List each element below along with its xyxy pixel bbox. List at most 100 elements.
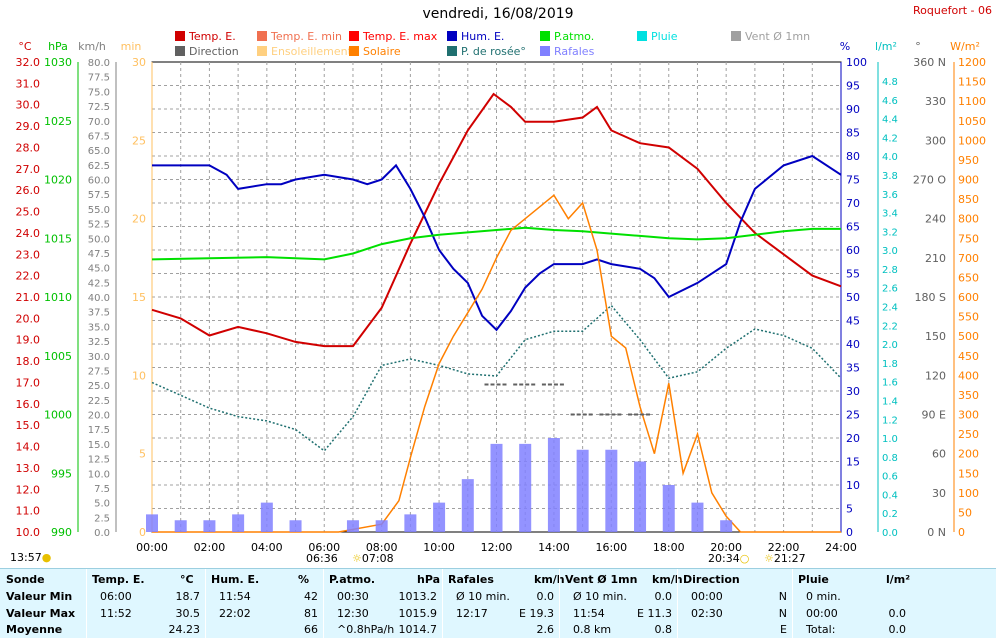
sunset-mark: 20:34○ (708, 552, 750, 565)
temp-tick-label: 29.0 (16, 120, 41, 133)
table-cell-time: Total: (806, 623, 836, 636)
legend-item: Direction (175, 45, 239, 58)
solar-tick-label: 400 (958, 369, 979, 382)
time-tick-label: 12:00 (481, 541, 513, 554)
time-tick-label: 24:00 (825, 541, 857, 554)
hum-tick-label: 100 (846, 56, 867, 69)
gust-bar (490, 443, 503, 532)
legend-swatch (349, 46, 359, 56)
solar-tick-label: 0 (958, 526, 965, 539)
rain-tick-label: 0.8 (882, 453, 898, 464)
solar-tick-label: 550 (958, 311, 979, 324)
table-cell-value: 81 (304, 607, 318, 620)
table-cell-time: 00:00 (806, 607, 838, 620)
wind-tick-label: 55.0 (88, 205, 110, 216)
hum-tick-label: 90 (846, 103, 860, 116)
legend-label: Ensoleillement (271, 45, 352, 58)
sunrise2-mark: ☼07:08 (352, 552, 394, 565)
direction-tick-label: 30 (932, 487, 946, 500)
table-cell-value: E 19.3 (519, 607, 554, 620)
series-line-solaire (152, 194, 841, 533)
hum-tick-label: 0 (846, 526, 853, 539)
legend-swatch (349, 31, 359, 41)
temp-tick-label: 28.0 (16, 141, 41, 154)
solar-tick-label: 350 (958, 389, 979, 402)
table-row-label: Sonde (6, 573, 45, 586)
temp-tick-label: 30.0 (16, 99, 41, 112)
solar-tick-label: 900 (958, 174, 979, 187)
table-column-divider (792, 569, 793, 638)
gust-bar (547, 438, 560, 532)
solar-tick-label: 650 (958, 271, 979, 284)
table-cell-time: 0.8 km (573, 623, 612, 636)
rain-tick-label: 0.0 (882, 528, 898, 539)
legend-swatch (731, 31, 741, 41)
table-cell-value: 66 (304, 623, 318, 636)
wind-tick-label: 32.5 (88, 337, 110, 348)
press-tick-label: 1020 (44, 174, 72, 187)
solar-tick-label: 850 (958, 193, 979, 206)
wind-tick-label: 22.5 (88, 396, 110, 407)
legend-swatch (637, 31, 647, 41)
rain-tick-label: 2.8 (882, 265, 898, 276)
sun-minutes-tick-label: 20 (132, 213, 146, 226)
hum-tick-label: 50 (846, 291, 860, 304)
wind-tick-label: 62.5 (88, 161, 110, 172)
gust-bar (662, 485, 675, 532)
direction-tick-label: 330 (925, 95, 946, 108)
wind-tick-label: 80.0 (88, 58, 110, 69)
temp-tick-label: 22.0 (16, 270, 41, 283)
wind-tick-label: 60.0 (88, 176, 110, 187)
solar-tick-label: 200 (958, 448, 979, 461)
time-tick-label: 06:00 (308, 541, 340, 554)
wind-tick-label: 70.0 (88, 117, 110, 128)
wind-tick-label: 77.5 (88, 73, 110, 84)
axis-unit-label: hPa (48, 40, 68, 53)
table-cell-value: 42 (304, 590, 318, 603)
axis-unit-label: °C (18, 40, 32, 53)
table-column-header: Pluie (798, 573, 829, 586)
gust-bar (404, 514, 417, 532)
table-row-label: Moyenne (6, 623, 63, 636)
rain-tick-label: 2.2 (882, 321, 898, 332)
solar-tick-label: 300 (958, 409, 979, 422)
rain-tick-label: 3.6 (882, 190, 898, 201)
press-tick-label: 1005 (44, 350, 72, 363)
table-cell-time: 0 min. (806, 590, 841, 603)
solar-tick-label: 450 (958, 350, 979, 363)
series-line-temp-e- (151, 92, 842, 348)
table-column-header: P.atmo. (329, 573, 376, 586)
solar-tick-label: 700 (958, 252, 979, 265)
hum-tick-label: 65 (846, 221, 860, 234)
rain-tick-label: 3.4 (882, 209, 898, 220)
table-cell-time: 00:30 (337, 590, 369, 603)
legend-item: Ensoleillement (257, 45, 352, 58)
temp-tick-label: 21.0 (16, 291, 41, 304)
temp-tick-label: 19.0 (16, 334, 41, 347)
table-cell-value: N (778, 590, 787, 603)
wind-tick-label: 25.0 (88, 381, 110, 392)
wind-tick-label: 65.0 (88, 146, 110, 157)
gust-bar (720, 520, 733, 532)
solar-tick-label: 500 (958, 330, 979, 343)
solar-tick-label: 800 (958, 213, 979, 226)
gust-bar (346, 520, 359, 532)
rain-tick-label: 3.2 (882, 227, 898, 238)
legend-label: Temp. E. max (363, 30, 438, 43)
temp-tick-label: 10.0 (16, 526, 41, 539)
temp-tick-label: 16.0 (16, 398, 41, 411)
rain-tick-label: 1.8 (882, 359, 898, 370)
hum-tick-label: 70 (846, 197, 860, 210)
legend-label: Hum. E. (461, 30, 505, 43)
wind-tick-label: 47.5 (88, 249, 110, 260)
time-tick-label: 14:00 (538, 541, 570, 554)
legend-item: Pluie (637, 30, 678, 43)
wind-tick-label: 40.0 (88, 293, 110, 304)
rain-tick-label: 2.0 (882, 340, 898, 351)
press-tick-label: 995 (51, 467, 72, 480)
table-column-divider (205, 569, 206, 638)
wind-tick-label: 7.5 (94, 484, 110, 495)
hum-tick-label: 40 (846, 338, 860, 351)
chart-title: vendredi, 16/08/2019 (422, 6, 574, 22)
axis-unit-label: l/m² (875, 40, 897, 53)
